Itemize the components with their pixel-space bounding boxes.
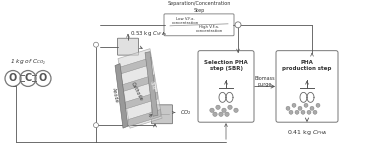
Circle shape xyxy=(228,105,232,110)
Circle shape xyxy=(313,110,317,114)
FancyBboxPatch shape xyxy=(118,38,138,55)
FancyBboxPatch shape xyxy=(276,51,338,122)
Text: Biomass
purge: Biomass purge xyxy=(255,76,275,87)
Polygon shape xyxy=(129,110,161,126)
Text: Low V.F.a.
concentration: Low V.F.a. concentration xyxy=(172,17,199,25)
Circle shape xyxy=(316,103,320,107)
Text: CEM: CEM xyxy=(149,81,155,90)
Circle shape xyxy=(289,110,293,114)
Circle shape xyxy=(298,106,302,110)
Circle shape xyxy=(225,112,229,116)
Circle shape xyxy=(301,110,305,114)
Polygon shape xyxy=(115,64,128,128)
Text: O: O xyxy=(9,73,17,84)
Polygon shape xyxy=(122,75,155,92)
Text: High V.F.a.
concentration: High V.F.a. concentration xyxy=(195,25,223,34)
Circle shape xyxy=(304,103,308,107)
Text: $CO_2$: $CO_2$ xyxy=(180,108,192,117)
Text: Separation/Concentration
Step: Separation/Concentration Step xyxy=(167,1,231,13)
Circle shape xyxy=(295,110,299,114)
Circle shape xyxy=(216,105,220,110)
Polygon shape xyxy=(125,92,158,109)
Polygon shape xyxy=(145,52,158,116)
Circle shape xyxy=(235,22,241,28)
Text: 0.41 kg $C_{PHA}$: 0.41 kg $C_{PHA}$ xyxy=(287,128,327,137)
Text: PHA
production step: PHA production step xyxy=(282,60,332,71)
Circle shape xyxy=(292,103,296,107)
Text: 0.53 kg $C_{VFAs}$: 0.53 kg $C_{VFAs}$ xyxy=(130,29,168,38)
Text: Anode: Anode xyxy=(111,87,119,104)
Polygon shape xyxy=(119,57,152,74)
Circle shape xyxy=(286,106,290,110)
Text: O: O xyxy=(39,73,47,84)
Circle shape xyxy=(307,110,311,114)
Circle shape xyxy=(93,42,99,47)
FancyBboxPatch shape xyxy=(152,105,172,124)
Text: Cathode: Cathode xyxy=(130,81,144,102)
Circle shape xyxy=(234,108,238,112)
Text: C: C xyxy=(24,73,32,84)
Polygon shape xyxy=(118,49,162,128)
FancyBboxPatch shape xyxy=(164,14,234,36)
Circle shape xyxy=(219,112,223,116)
Circle shape xyxy=(213,112,217,116)
Circle shape xyxy=(210,108,214,112)
FancyBboxPatch shape xyxy=(198,51,254,122)
Text: Selection PHA
step (SBR): Selection PHA step (SBR) xyxy=(204,60,248,71)
Text: 1 kg of $C_{CO_2}$: 1 kg of $C_{CO_2}$ xyxy=(10,58,46,67)
Circle shape xyxy=(310,106,314,110)
Circle shape xyxy=(222,108,226,112)
Circle shape xyxy=(93,123,99,128)
